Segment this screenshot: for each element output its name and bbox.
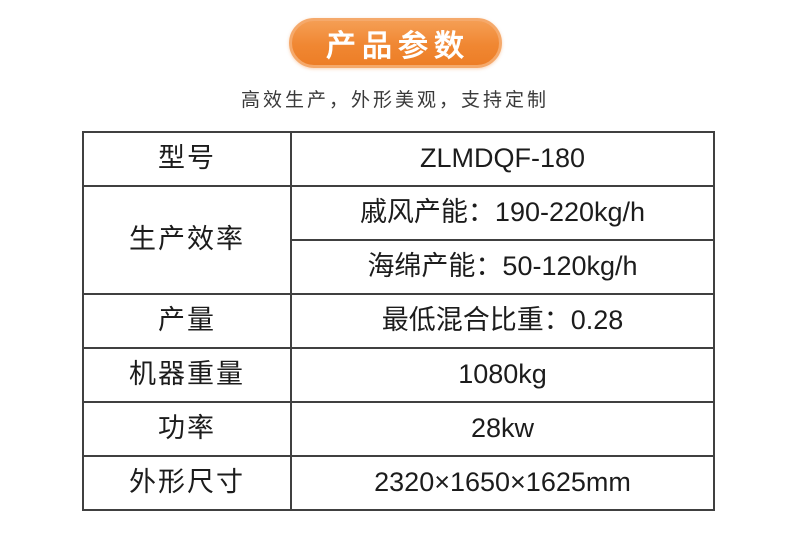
table-row-power: 功率 28kw: [82, 401, 715, 457]
spec-value-efficiency-sponge: 海绵产能：50-120kg/h: [290, 239, 715, 295]
table-row-efficiency-1: 生产效率 戚风产能：190-220kg/h: [82, 185, 715, 295]
spec-label-power: 功率: [82, 401, 292, 457]
spec-value-model: ZLMDQF-180: [290, 131, 715, 187]
table-row-efficiency-2: 海绵产能：50-120kg/h: [83, 239, 715, 295]
table-row-output: 产量 最低混合比重：0.28: [82, 293, 715, 349]
spec-label-output: 产量: [82, 293, 292, 349]
product-parameters-page: 产品参数 高效生产，外形美观，支持定制 型号 ZLMDQF-180 生产效率 戚…: [0, 18, 790, 537]
spec-value-output: 最低混合比重：0.28: [290, 293, 715, 349]
table-row-weight: 机器重量 1080kg: [82, 347, 715, 403]
table-row-model: 型号 ZLMDQF-180: [82, 131, 715, 187]
spec-value-weight: 1080kg: [290, 347, 715, 403]
tagline: 高效生产，外形美观，支持定制: [240, 90, 549, 111]
spec-value-efficiency-chiffon: 戚风产能：190-220kg/h: [290, 185, 715, 241]
spec-label-model: 型号: [82, 131, 292, 187]
spec-label-dimensions: 外形尺寸: [82, 455, 292, 511]
product-params-badge: 产品参数: [288, 18, 502, 68]
badge-title: 产品参数: [326, 30, 470, 63]
spec-label-efficiency: 生产效率: [82, 185, 292, 295]
spec-value-power: 28kw: [290, 401, 715, 457]
specs-table: 型号 ZLMDQF-180 生产效率 戚风产能：190-220kg/h 海绵产能…: [82, 131, 715, 511]
spec-value-dimensions: 2320×1650×1625mm: [290, 455, 715, 511]
spec-label-weight: 机器重量: [82, 347, 292, 403]
table-row-dimensions: 外形尺寸 2320×1650×1625mm: [82, 455, 715, 511]
